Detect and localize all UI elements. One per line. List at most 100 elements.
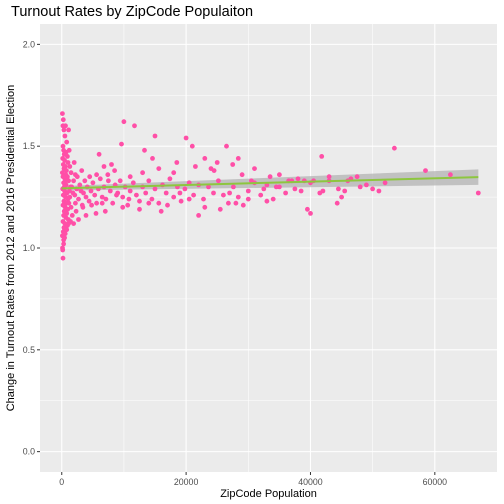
grid-major [40, 24, 497, 472]
data-point [319, 154, 325, 159]
data-point [140, 170, 146, 176]
data-point [63, 123, 68, 129]
data-point [96, 151, 102, 157]
y-tick-label: 2.0 [23, 39, 35, 49]
data-point [65, 160, 71, 165]
data-point [171, 194, 177, 200]
data-point [67, 194, 73, 200]
data-point [231, 184, 236, 190]
data-point [146, 178, 152, 184]
data-point [245, 196, 251, 202]
data-point [61, 127, 67, 133]
data-point [65, 174, 70, 180]
data-point [60, 111, 65, 116]
data-point [121, 119, 127, 125]
data-point [227, 190, 233, 196]
data-point [357, 184, 363, 190]
data-point [89, 202, 94, 208]
data-point [60, 143, 66, 149]
data-point [163, 190, 169, 196]
y-tick-label: 0.0 [23, 447, 35, 457]
data-point [334, 200, 340, 206]
x-axis-title: ZipCode Population [220, 488, 317, 500]
x-tick-label: 0 [59, 477, 64, 487]
data-point [156, 166, 162, 172]
data-point [83, 194, 89, 200]
data-point [126, 196, 132, 202]
data-point [261, 186, 267, 192]
data-point [326, 174, 332, 180]
data-point [76, 196, 81, 202]
y-tick-label: 1.5 [23, 141, 35, 151]
data-point [137, 206, 142, 212]
data-point [86, 198, 92, 204]
data-point [283, 190, 288, 196]
data-point [382, 180, 388, 186]
data-point [264, 198, 270, 204]
data-point [117, 178, 123, 184]
y-tick-label: 0.5 [23, 345, 35, 355]
y-tick-label: 1.0 [23, 243, 35, 253]
data-point [174, 160, 180, 165]
data-point [66, 147, 72, 153]
data-point [270, 196, 276, 202]
data-point [94, 172, 99, 178]
data-point [214, 160, 220, 165]
data-point [79, 168, 85, 174]
data-point [120, 194, 126, 200]
data-point [277, 172, 282, 178]
data-point [101, 164, 107, 169]
data-point [224, 143, 229, 149]
data-point [216, 178, 221, 184]
data-point [132, 123, 137, 129]
data-point [475, 190, 481, 196]
data-point [61, 241, 66, 247]
data-point [68, 204, 74, 210]
data-point [64, 168, 69, 174]
data-point [137, 198, 142, 204]
data-point [66, 200, 72, 206]
data-point [201, 196, 206, 202]
data-point [97, 176, 103, 182]
data-point [63, 178, 68, 184]
data-point [112, 168, 117, 174]
data-point [107, 188, 113, 194]
data-point [66, 127, 71, 133]
data-point [83, 213, 89, 218]
data-point [102, 208, 108, 214]
data-point [134, 192, 139, 198]
data-point [60, 255, 66, 261]
data-point [82, 178, 88, 184]
data-point [298, 188, 304, 194]
data-point [239, 172, 245, 178]
data-point [66, 221, 71, 227]
data-point [208, 166, 214, 172]
data-point [127, 174, 133, 180]
data-point [71, 178, 76, 184]
data-point [245, 188, 251, 194]
data-point [60, 117, 66, 123]
data-point [196, 213, 202, 218]
data-point [167, 176, 173, 182]
data-point [68, 170, 74, 176]
data-point [76, 217, 81, 222]
data-point [235, 194, 241, 200]
data-point [193, 164, 198, 169]
y-axis-title: Change in Turnout Rates from 2012 and 20… [5, 85, 17, 412]
data-point [67, 164, 73, 169]
data-point [448, 172, 453, 178]
data-point [109, 162, 114, 167]
data-point [177, 190, 183, 196]
data-point [94, 200, 99, 206]
data-point [364, 182, 369, 188]
data-point [342, 188, 348, 194]
data-point [211, 190, 216, 196]
data-point [149, 196, 155, 202]
data-point [240, 202, 246, 208]
data-point [110, 200, 116, 206]
data-point [103, 196, 109, 202]
data-point [221, 192, 226, 198]
data-point [354, 174, 360, 180]
data-point [165, 202, 170, 208]
